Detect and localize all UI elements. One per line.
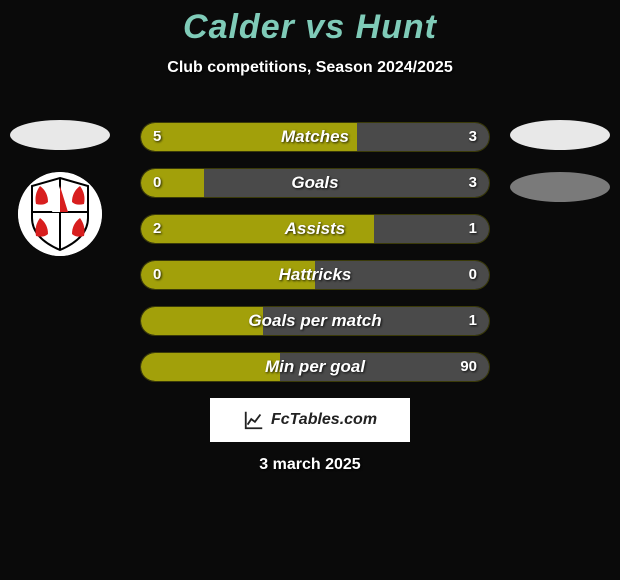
bar-label: Assists xyxy=(141,215,489,243)
right-avatar-column xyxy=(510,120,610,224)
subtitle: Club competitions, Season 2024/2025 xyxy=(0,59,620,77)
bar-value-left: 0 xyxy=(153,261,161,289)
chart-icon xyxy=(243,409,265,431)
bar-label: Goals xyxy=(141,169,489,197)
avatar-ellipse-left xyxy=(10,120,110,150)
stat-bar: Goals per match1 xyxy=(140,306,490,336)
club-crest-left xyxy=(18,172,102,256)
avatar-ellipse-right-2 xyxy=(510,172,610,202)
bar-label: Matches xyxy=(141,123,489,151)
bar-value-right: 90 xyxy=(460,353,477,381)
page-title: Calder vs Hunt xyxy=(0,0,620,47)
bar-value-right: 3 xyxy=(469,169,477,197)
title-text: Calder vs Hunt xyxy=(183,8,437,46)
bar-value-right: 1 xyxy=(469,307,477,335)
stat-bar: Min per goal90 xyxy=(140,352,490,382)
bar-label: Hattricks xyxy=(141,261,489,289)
bar-label: Min per goal xyxy=(141,353,489,381)
avatar-ellipse-right-1 xyxy=(510,120,610,150)
left-avatar-column xyxy=(10,120,110,256)
stat-bar: Matches5 3 xyxy=(140,122,490,152)
bar-value-right: 0 xyxy=(469,261,477,289)
stat-bar: Assists2 1 xyxy=(140,214,490,244)
stat-bars: Matches53Goals03Assists21Hattricks00Goal… xyxy=(140,122,490,398)
bar-label: Goals per match xyxy=(141,307,489,335)
footer-label: FcTables.com xyxy=(271,411,377,429)
shield-icon xyxy=(18,172,102,256)
bar-value-left: 5 xyxy=(153,123,161,151)
bar-value-right: 1 xyxy=(469,215,477,243)
bar-value-right: 3 xyxy=(469,123,477,151)
date-label: 3 march 2025 xyxy=(0,456,620,474)
stat-bar: Hattricks0 0 xyxy=(140,260,490,290)
bar-value-left: 2 xyxy=(153,215,161,243)
footer-badge[interactable]: FcTables.com xyxy=(210,398,410,442)
bar-value-left: 0 xyxy=(153,169,161,197)
stat-bar: Goals0 3 xyxy=(140,168,490,198)
